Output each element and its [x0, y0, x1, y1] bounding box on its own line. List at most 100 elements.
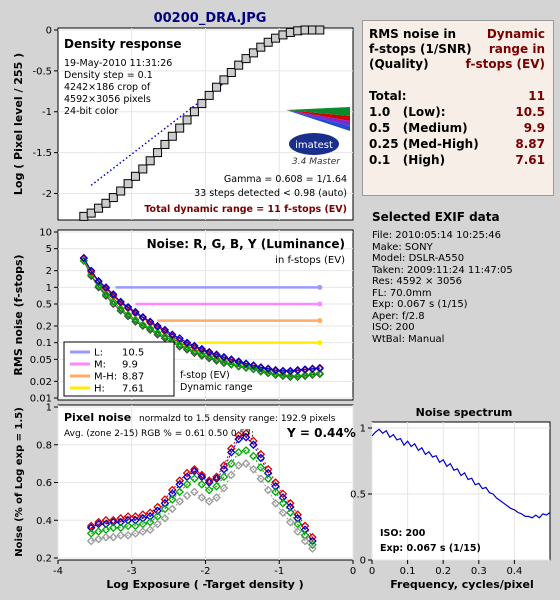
spectrum-frame	[371, 421, 551, 561]
y-tick-label: 2	[46, 266, 52, 277]
pixel-noise-point-B	[167, 489, 177, 499]
y-tick-label: 0.01	[30, 394, 52, 405]
summary-row-value-medium: 9.9	[523, 121, 545, 135]
summary-header-right-1: Dynamic	[486, 27, 545, 41]
noise-point-G	[308, 370, 317, 379]
noise-point-B	[146, 317, 155, 326]
pixel-noise-point-Y	[94, 534, 103, 544]
noise-point-G	[175, 340, 184, 349]
y-tick-label: 0.5	[350, 490, 366, 501]
pixel-noise-point-Y	[278, 508, 288, 518]
pixel-noise-point-R	[182, 468, 192, 478]
noise-point-B	[241, 359, 251, 368]
imatest-logo: imatest 3.4 Master	[286, 107, 350, 167]
summary-row-value-high: 7.61	[515, 153, 545, 167]
density-step-marker	[130, 171, 140, 181]
pixel-noise-point-G	[226, 459, 236, 468]
pixel-noise-point-Y	[153, 519, 162, 529]
steps-text: 33 steps detected < 0.98 (auto)	[194, 188, 347, 199]
pixel-noise-point-B	[241, 432, 251, 442]
noise-subtitle: in f-stops (EV)	[275, 255, 345, 266]
density-step-marker	[86, 208, 96, 218]
y-tick-label: 0	[360, 556, 366, 567]
y-tick-label: 0.2	[36, 322, 52, 333]
pixel-noise-point-G	[108, 523, 118, 533]
pixel-noise-series-G	[91, 449, 313, 546]
pixel-noise-point-B	[300, 525, 310, 535]
spectrum-panel: Noise spectrum 10.50 0 0.1 0.2 0.3 0.4 ISO: …	[350, 406, 551, 591]
logo-ray-blue	[286, 110, 350, 131]
noise-point-G	[101, 290, 111, 299]
pixel-noise-point-R	[226, 444, 236, 453]
noise-point-R	[94, 277, 103, 287]
pixel-noise-point-G	[278, 498, 288, 508]
pixel-noise-point-G	[249, 451, 258, 461]
noise-point-B	[94, 276, 103, 286]
pixel-noise-point-R	[204, 476, 214, 485]
exif-line-exp: Exp: 0.067 s (1/15)	[372, 299, 468, 310]
density-step-marker	[263, 37, 273, 47]
legend-label: H:	[94, 384, 105, 395]
noise-point-G	[153, 328, 162, 338]
noise-point-G	[249, 364, 258, 373]
density-step-marker	[293, 26, 303, 36]
x-tick-label: -3	[127, 566, 137, 577]
pixel-noise-series-B	[90, 436, 313, 542]
summary-header-left-2: f-stops (1/SNR)	[369, 42, 472, 56]
pixel-noise-point-B	[123, 515, 133, 525]
pixel-noise-point-Y	[293, 527, 303, 536]
pixel-noise-point-B	[293, 514, 303, 523]
logo-ellipse	[289, 133, 339, 155]
x-tick-label: -1	[274, 566, 284, 577]
density-step-marker	[123, 179, 133, 189]
density-step-marker	[138, 164, 148, 174]
density-step-marker	[248, 48, 258, 58]
pixel-noise-point-R	[190, 464, 199, 474]
exif-line-iso: ISO: 200	[372, 322, 415, 333]
pixel-noise-point-Y	[308, 544, 317, 553]
spectrum-xlabel: Frequency, cycles/pixel	[390, 578, 534, 591]
x-tick-label: -4	[53, 566, 63, 577]
summary-row-value-medhigh: 8.87	[515, 137, 545, 151]
density-info-line: 19-May-2010 11:31:26	[64, 58, 172, 69]
threshold-medium-end	[317, 301, 323, 307]
pixel-noise-point-G	[190, 474, 199, 484]
pixel-noise-point-Y	[108, 532, 118, 542]
exif-line-fl: FL: 70.0mm	[372, 287, 432, 299]
noise-point-B	[293, 365, 302, 375]
pixel-noise-point-B	[101, 519, 111, 529]
avg-text: Avg. (zone 2-15) RGB % = 0.61 0.50 0.57;	[64, 429, 254, 439]
x-tick-label: 0.3	[471, 566, 487, 577]
density-step-marker	[116, 186, 126, 196]
legend-label: M:	[94, 360, 106, 371]
spectrum-title: Noise spectrum	[416, 406, 513, 419]
summary-row-label-high: 0.1 (High)	[369, 153, 446, 167]
pixel-noise-point-Y	[197, 493, 207, 502]
noise-point-B	[212, 350, 221, 359]
pixel-noise-point-Y	[263, 485, 273, 495]
noise-point-G	[227, 359, 236, 369]
x-tick-label: 0.2	[435, 566, 451, 577]
pixel-noise-point-R	[116, 514, 126, 523]
pixel-noise-point-G	[285, 508, 295, 518]
noise-point-B	[123, 302, 133, 312]
threshold-high-end	[317, 340, 323, 346]
pixel-noise-point-G	[256, 463, 266, 472]
pixel-noise-point-B	[226, 447, 236, 457]
noise-point-G	[146, 324, 155, 333]
density-step-marker	[182, 115, 192, 125]
noise-point-B	[315, 363, 324, 373]
pixel-noise-x-ticks: -4 -3 -2 -1 0	[53, 560, 356, 577]
summary-header-left-1: RMS noise in	[369, 27, 457, 41]
pixel-noise-point-Y	[300, 536, 310, 546]
noise-point-B	[234, 357, 243, 366]
y-tick-label: 0.5	[36, 299, 52, 310]
y-tick-label: -1	[42, 107, 52, 118]
pixel-noise-ylabel: Noise (% of Log exp = 1.5)	[14, 407, 25, 557]
pixel-noise-point-R	[197, 470, 207, 480]
pixel-noise-point-R	[285, 498, 295, 508]
pixel-noise-point-B	[285, 502, 295, 512]
pixel-noise-point-Y	[116, 531, 126, 540]
density-info-line: 4242×186 crop of	[64, 82, 151, 93]
pixel-noise-point-G	[263, 474, 273, 484]
